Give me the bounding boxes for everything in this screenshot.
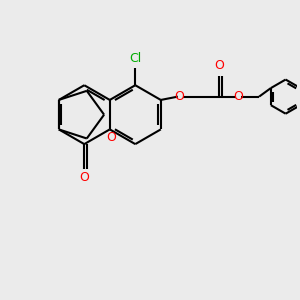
Text: O: O	[175, 90, 184, 103]
Text: O: O	[79, 171, 89, 184]
Text: O: O	[214, 59, 224, 73]
Text: Cl: Cl	[129, 52, 141, 65]
Text: O: O	[106, 131, 116, 144]
Text: O: O	[234, 90, 244, 103]
